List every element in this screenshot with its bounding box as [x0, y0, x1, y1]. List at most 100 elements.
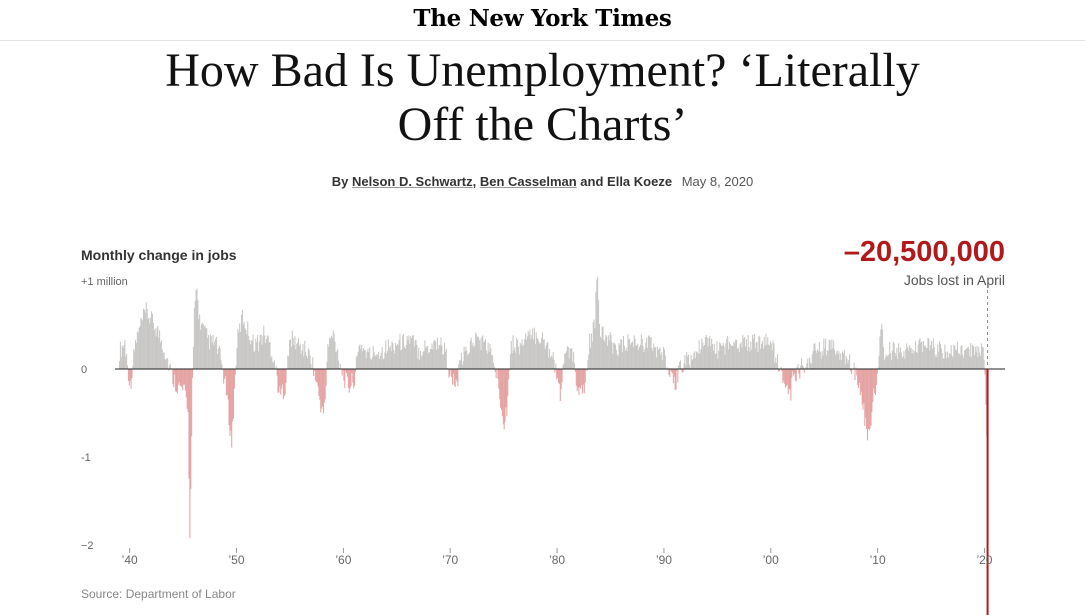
- bar: [304, 340, 306, 369]
- bar: [153, 330, 155, 369]
- bar: [913, 353, 915, 369]
- bar: [520, 344, 522, 369]
- bar: [751, 349, 753, 369]
- bar: [203, 326, 205, 369]
- bar: [198, 319, 200, 369]
- bar: [895, 355, 897, 369]
- bar: [946, 358, 948, 369]
- bar: [273, 363, 275, 369]
- bar: [372, 346, 374, 369]
- bar: [508, 369, 511, 371]
- bar: [862, 369, 864, 410]
- bar: [412, 335, 414, 369]
- bar: [980, 356, 982, 369]
- bar: [843, 349, 845, 369]
- bar: [688, 364, 690, 369]
- bar: [542, 339, 544, 369]
- bar: [160, 340, 162, 369]
- bar: [123, 344, 125, 369]
- x-tick-label: ’60: [335, 553, 351, 567]
- bar: [647, 336, 649, 369]
- bar: [811, 354, 813, 369]
- bar: [149, 323, 151, 369]
- bar: [824, 348, 826, 369]
- bar: [196, 288, 198, 369]
- bar: [302, 344, 304, 369]
- bar: [624, 350, 626, 369]
- bar: [881, 324, 883, 369]
- bar: [678, 365, 680, 369]
- bar: [748, 347, 750, 369]
- bar: [738, 351, 740, 369]
- bar: [654, 347, 656, 369]
- bar: [802, 366, 804, 369]
- bar: [957, 353, 959, 369]
- highlight-caption: Jobs lost in April: [903, 272, 1005, 288]
- bar: [771, 350, 773, 369]
- y-tick-label: 0: [81, 364, 87, 376]
- bar: [464, 351, 466, 369]
- bar: [943, 358, 945, 369]
- bar: [817, 349, 819, 369]
- bar: [238, 332, 240, 369]
- bar: [864, 369, 866, 426]
- bar: [723, 346, 725, 369]
- bar: [390, 351, 392, 369]
- bar: [427, 346, 429, 369]
- bar: [809, 357, 811, 369]
- bar: [752, 338, 755, 369]
- bar: [362, 348, 365, 369]
- bar: [190, 369, 192, 490]
- bar: [497, 369, 499, 379]
- y-axis: +1 million 0 -1 −2: [81, 276, 128, 552]
- bar: [475, 332, 477, 369]
- bar: [770, 343, 772, 369]
- bar: [507, 369, 509, 397]
- bar: [127, 369, 129, 382]
- bar: [696, 352, 698, 369]
- bar: [817, 351, 820, 369]
- bar: [781, 369, 783, 372]
- bar: [180, 369, 182, 386]
- bar: [937, 344, 939, 369]
- bar: [388, 347, 390, 369]
- bar: [331, 337, 333, 369]
- bar: [185, 369, 187, 398]
- bar: [679, 362, 681, 369]
- bar: [867, 369, 869, 430]
- bar: [834, 354, 836, 369]
- bar: [371, 357, 373, 369]
- bar: [387, 350, 389, 369]
- bar: [720, 345, 722, 369]
- bar: [774, 362, 776, 369]
- bar: [452, 369, 454, 375]
- bar: [694, 351, 696, 369]
- bar: [517, 346, 519, 369]
- bar: [177, 369, 179, 385]
- bar: [848, 359, 850, 369]
- bar: [891, 350, 893, 369]
- bar: [981, 346, 983, 369]
- bar: [669, 369, 671, 377]
- bar: [819, 351, 821, 369]
- bar: [619, 345, 621, 369]
- bar: [581, 369, 583, 386]
- bar: [844, 364, 846, 369]
- bar: [293, 344, 295, 369]
- bar: [598, 324, 600, 369]
- nyt-logo[interactable]: The New York Times: [413, 5, 672, 32]
- bar: [313, 369, 315, 377]
- bar: [538, 341, 540, 369]
- bar: [225, 369, 227, 396]
- author-link[interactable]: Nelson D. Schwartz: [351, 174, 473, 189]
- bar: [716, 341, 718, 369]
- bar: [761, 340, 763, 369]
- bar: [159, 330, 161, 369]
- bar: [370, 359, 373, 369]
- bar: [922, 352, 924, 369]
- author-link[interactable]: Ben Casselman: [479, 174, 577, 189]
- bar: [522, 346, 524, 369]
- bar: [725, 343, 727, 369]
- bar: [403, 333, 405, 369]
- bar: [472, 342, 474, 369]
